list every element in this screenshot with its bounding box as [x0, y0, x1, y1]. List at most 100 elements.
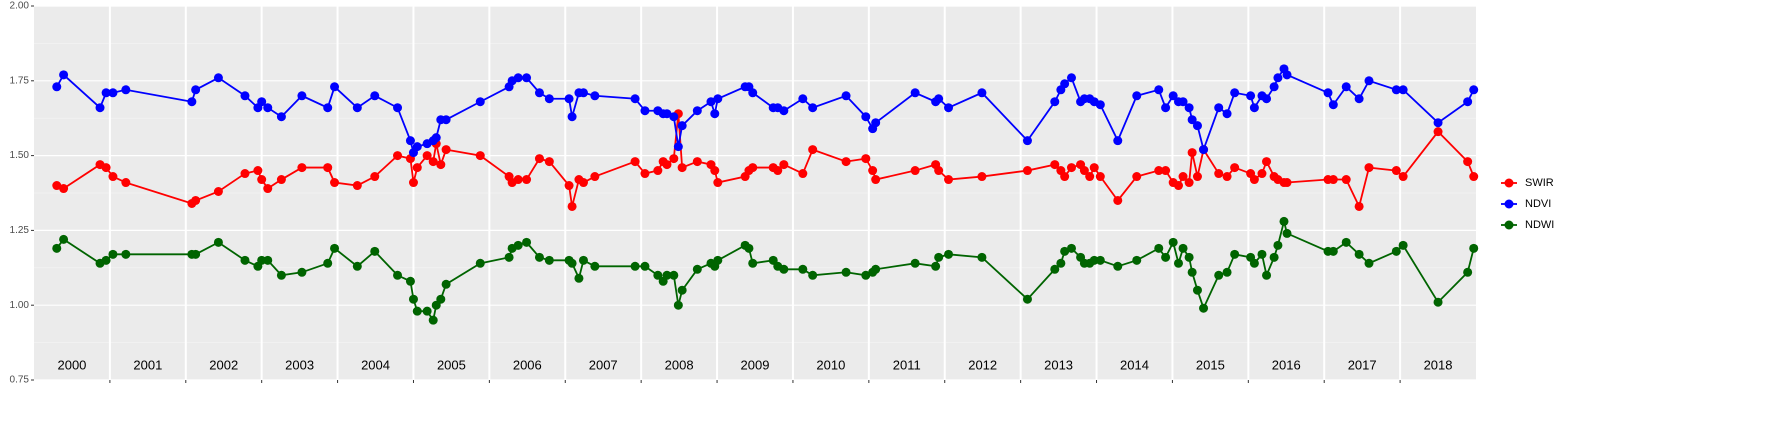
point [121, 249, 131, 259]
point [578, 88, 588, 98]
point [1192, 285, 1202, 295]
year-label: 2015 [1196, 357, 1225, 372]
point [297, 267, 307, 277]
point [1132, 91, 1142, 101]
point [934, 166, 944, 176]
point [677, 285, 687, 295]
point [1262, 94, 1272, 104]
year-label: 2005 [437, 357, 466, 372]
point [276, 270, 286, 280]
point [1354, 249, 1364, 259]
point [1279, 216, 1289, 226]
point [422, 306, 432, 316]
point [1269, 82, 1279, 92]
point [640, 169, 650, 179]
year-label: 2017 [1348, 357, 1377, 372]
point [910, 258, 920, 268]
year-label: 2004 [361, 357, 390, 372]
point [1364, 258, 1374, 268]
point [673, 142, 683, 152]
point [121, 85, 131, 95]
point [475, 97, 485, 107]
point [257, 175, 267, 185]
point [1323, 88, 1333, 98]
point [841, 91, 851, 101]
point [677, 121, 687, 131]
point [1192, 121, 1202, 131]
point [101, 255, 111, 265]
point [692, 157, 702, 167]
point [108, 172, 118, 182]
point [630, 157, 640, 167]
point [393, 270, 403, 280]
point [263, 255, 273, 265]
point [513, 175, 523, 185]
point [330, 178, 340, 188]
point [669, 112, 679, 122]
year-label: 2002 [209, 357, 238, 372]
y-tick-label: 1.25 [10, 225, 30, 236]
point [590, 91, 600, 101]
point [944, 249, 954, 259]
point [1178, 172, 1188, 182]
point [1192, 172, 1202, 182]
point [868, 166, 878, 176]
point [1230, 88, 1240, 98]
point [323, 163, 333, 173]
point [861, 154, 871, 164]
point [187, 97, 197, 107]
point [436, 160, 446, 170]
point [871, 264, 881, 274]
point [240, 169, 250, 179]
point [1178, 243, 1188, 253]
point [263, 103, 273, 113]
point [653, 166, 663, 176]
point [1257, 169, 1267, 179]
legend-key [1504, 178, 1514, 188]
point [1060, 79, 1070, 89]
point [412, 163, 422, 173]
point [1173, 181, 1183, 191]
point [1022, 294, 1032, 304]
point [108, 88, 118, 98]
year-label: 2007 [589, 357, 618, 372]
point [408, 178, 418, 188]
point [1079, 166, 1089, 176]
point [1060, 246, 1070, 256]
legend-key [1504, 199, 1514, 209]
point [1463, 157, 1473, 167]
year-label: 2012 [968, 357, 997, 372]
year-label: 2003 [285, 357, 314, 372]
legend-label: NDVI [1525, 198, 1551, 210]
point [574, 273, 584, 283]
point [1249, 103, 1259, 113]
point [436, 294, 446, 304]
point [52, 243, 62, 253]
point [544, 255, 554, 265]
point [1154, 166, 1164, 176]
point [1168, 91, 1178, 101]
point [405, 136, 415, 146]
point [1161, 252, 1171, 262]
point [1168, 237, 1178, 247]
point [578, 178, 588, 188]
point [779, 160, 789, 170]
point [1095, 255, 1105, 265]
point [710, 166, 720, 176]
point [798, 94, 808, 104]
point [1214, 169, 1224, 179]
point [744, 243, 754, 253]
point [773, 166, 783, 176]
point [1154, 243, 1164, 253]
point [1262, 270, 1272, 280]
point [1391, 246, 1401, 256]
y-tick-label: 1.50 [10, 150, 30, 161]
point [590, 172, 600, 182]
point [412, 306, 422, 316]
point [513, 240, 523, 250]
point [669, 270, 679, 280]
point [692, 264, 702, 274]
point [544, 94, 554, 104]
point [1282, 178, 1292, 188]
point [191, 85, 201, 95]
